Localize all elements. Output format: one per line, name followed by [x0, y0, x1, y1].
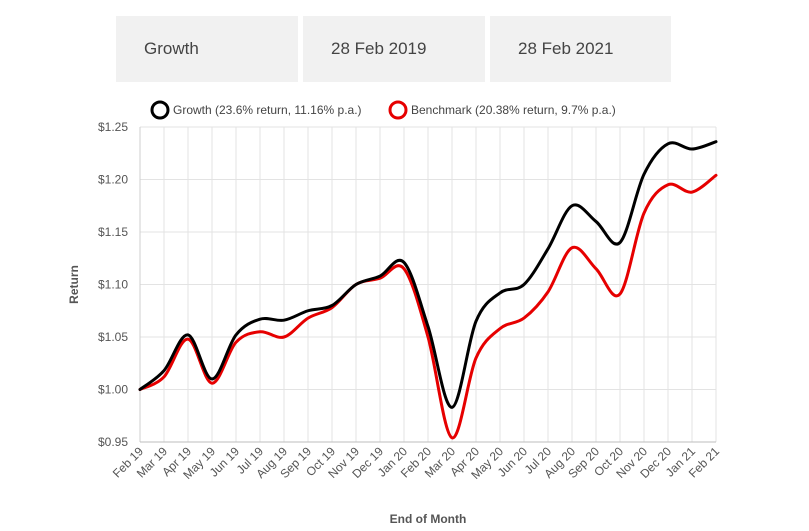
- growth-series-line: [138, 140, 718, 409]
- legend-item-growth: Growth (23.6% return, 11.16% p.a.): [150, 100, 362, 120]
- y-tick-label: $1.25: [98, 120, 128, 134]
- y-tick-label: $0.95: [98, 435, 128, 449]
- y-tick-label: $1.15: [98, 225, 128, 239]
- x-axis-title: End of Month: [390, 512, 467, 526]
- start-date-selector[interactable]: 28 Feb 2019: [303, 16, 485, 82]
- legend-label: Benchmark (20.38% return, 9.7% p.a.): [411, 103, 616, 117]
- legend-marker: [150, 100, 170, 120]
- y-tick-label: $1.20: [98, 173, 128, 187]
- grid: [139, 126, 717, 443]
- y-axis-title: Return: [67, 265, 81, 304]
- legend-item-benchmark: Benchmark (20.38% return, 9.7% p.a.): [388, 100, 616, 120]
- benchmark-series-line: [138, 173, 718, 440]
- y-tick-label: $1.05: [98, 330, 128, 344]
- y-tick-label: $1.10: [98, 278, 128, 292]
- legend-label: Growth (23.6% return, 11.16% p.a.): [173, 103, 362, 117]
- end-date-selector[interactable]: 28 Feb 2021: [490, 16, 671, 82]
- y-tick-label: $1.00: [98, 383, 128, 397]
- fund-selector[interactable]: Growth: [116, 16, 298, 82]
- legend-marker: [388, 100, 408, 120]
